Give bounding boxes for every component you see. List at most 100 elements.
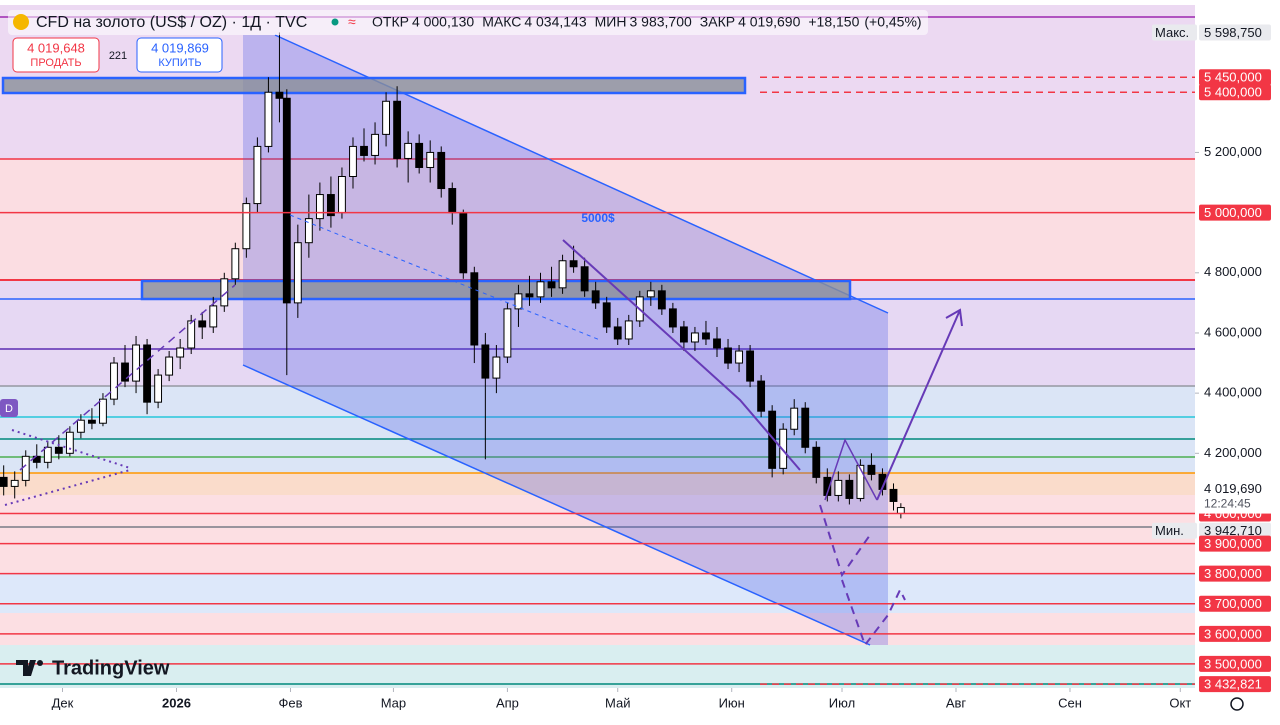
candle-body xyxy=(132,344,140,382)
readout-caption: МИН xyxy=(595,14,627,30)
candle-body xyxy=(481,344,490,379)
change-pct: (+0,45%) xyxy=(864,14,921,30)
candle-body xyxy=(121,362,129,382)
price-label: 5 598,750 xyxy=(1204,25,1262,40)
candle-body xyxy=(646,290,655,298)
candle-body xyxy=(856,464,865,499)
candle-body xyxy=(198,320,207,328)
candle-body xyxy=(143,344,151,403)
price-label: 3 432,821 xyxy=(1204,677,1262,692)
channel xyxy=(243,35,888,645)
header: CFD на золото (US$ / OZ) · 1Д · TVC ≈ ОТ… xyxy=(8,10,928,73)
candle-body xyxy=(448,188,457,214)
candle-body xyxy=(88,419,96,424)
x-tick-label: Май xyxy=(605,695,630,710)
candle-body xyxy=(657,290,666,310)
candle-body xyxy=(360,145,368,156)
price-label-bg xyxy=(1199,655,1271,672)
sell-caption: ПРОДАТЬ xyxy=(30,57,81,69)
x-tick-label: Авг xyxy=(946,695,967,710)
sell-button[interactable] xyxy=(12,37,100,73)
candle-body xyxy=(569,260,578,268)
candle-body xyxy=(889,488,898,502)
countdown: 12:24:45 xyxy=(1204,497,1251,511)
settings-icon[interactable] xyxy=(1230,697,1244,711)
price-label-bg xyxy=(1199,676,1271,693)
candle-body xyxy=(547,281,556,289)
y-tick-label: 4 200,000 xyxy=(1204,445,1262,460)
candle-body xyxy=(21,455,30,481)
left-tag-text: D xyxy=(5,403,13,415)
candle-body xyxy=(43,446,52,463)
candle-body xyxy=(790,407,799,430)
price-caption: Макс. xyxy=(1155,25,1189,40)
candle-body xyxy=(624,320,633,340)
candle-body xyxy=(154,374,163,403)
price-label: 3 942,710 xyxy=(1204,523,1262,538)
candle-body xyxy=(293,242,302,304)
x-tick-label: Мар xyxy=(381,695,406,710)
x-tick-label: Дек xyxy=(52,695,74,710)
projections xyxy=(4,214,963,648)
candle-body xyxy=(602,302,611,328)
candle-body xyxy=(691,332,699,343)
candle-body xyxy=(253,145,262,205)
candle-body xyxy=(209,305,218,328)
price-label-bg xyxy=(1199,565,1271,582)
price-label-bg xyxy=(1199,522,1271,539)
price-label-bg xyxy=(1199,84,1271,101)
price-label: 3 600,000 xyxy=(1204,626,1262,641)
zone-box xyxy=(1,76,747,95)
candle-body xyxy=(558,260,567,289)
candle-body xyxy=(702,332,710,340)
candle-body xyxy=(426,151,435,168)
x-tick-label: Апр xyxy=(496,695,519,710)
candle-body xyxy=(242,203,251,250)
readout-caption: ОТКР xyxy=(372,14,409,30)
price-label-bg xyxy=(1199,595,1271,612)
channel-bottom xyxy=(242,364,871,646)
plot xyxy=(0,32,1195,685)
buy-button[interactable] xyxy=(136,37,223,73)
annotation: 5000$ xyxy=(581,211,615,225)
candle-body xyxy=(275,91,284,99)
candle-body xyxy=(746,350,755,382)
candle-body xyxy=(757,380,766,412)
y-tick-label: 4 600,000 xyxy=(1204,324,1262,339)
price-label-bg xyxy=(1199,69,1271,86)
candle-body xyxy=(76,419,85,433)
readout-caption: МАКС xyxy=(482,14,521,30)
x-tick-label: Окт xyxy=(1169,695,1191,710)
candle-body xyxy=(264,91,273,147)
candle-body xyxy=(514,293,523,310)
candle-body xyxy=(231,248,240,280)
candle-body xyxy=(165,356,174,376)
x-tick-label: Фев xyxy=(278,695,302,710)
candle-body xyxy=(10,479,19,487)
candle-body xyxy=(437,151,446,190)
y-tick-label: 4 400,000 xyxy=(1204,385,1262,400)
readout-value: 4 034,143 xyxy=(524,14,586,30)
price-label: 5 400,000 xyxy=(1204,85,1262,100)
candle-body xyxy=(371,133,379,156)
candle-body xyxy=(338,176,346,214)
candle-body xyxy=(679,326,688,343)
price-axis xyxy=(1195,0,1280,720)
last-price-bg xyxy=(1199,481,1271,514)
candle-body xyxy=(713,338,721,349)
candle-body xyxy=(845,479,854,499)
candle-body xyxy=(668,308,677,328)
readout-value: 4 000,130 xyxy=(412,14,474,30)
buy-caption: КУПИТЬ xyxy=(158,57,201,69)
candle-body xyxy=(65,431,74,454)
candle-body xyxy=(404,142,413,159)
candle-body xyxy=(415,142,424,168)
left-tag xyxy=(0,399,18,417)
last-price: 4 019,690 xyxy=(1204,481,1262,496)
candle-body xyxy=(110,362,118,400)
price-label-bg xyxy=(1199,204,1271,221)
candle-body xyxy=(99,398,107,424)
spread: 221 xyxy=(109,50,127,62)
candle-body xyxy=(349,145,357,178)
